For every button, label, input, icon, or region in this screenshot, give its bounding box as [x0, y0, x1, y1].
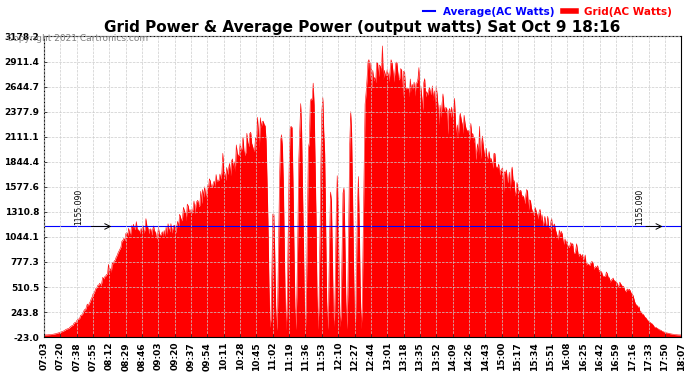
Text: 1155.090: 1155.090	[75, 188, 83, 225]
Text: 1155.090: 1155.090	[635, 188, 644, 225]
Text: Copyright 2021 Cartronics.com: Copyright 2021 Cartronics.com	[7, 34, 148, 43]
Legend: Average(AC Watts), Grid(AC Watts): Average(AC Watts), Grid(AC Watts)	[418, 3, 676, 21]
Title: Grid Power & Average Power (output watts) Sat Oct 9 18:16: Grid Power & Average Power (output watts…	[104, 20, 621, 35]
